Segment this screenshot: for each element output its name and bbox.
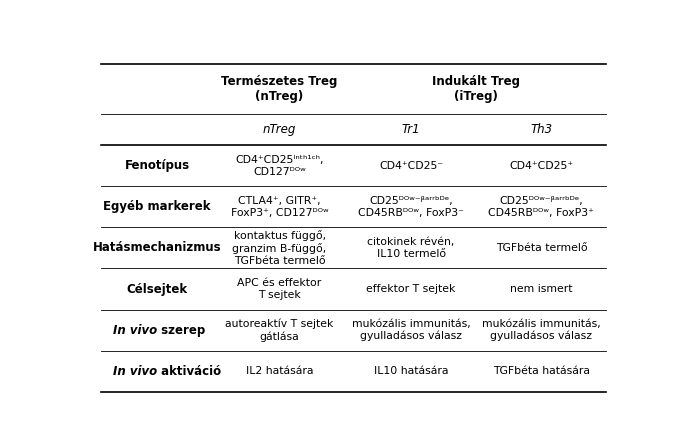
Text: CD4⁺CD25⁺: CD4⁺CD25⁺ [509,161,574,171]
Text: Egyéb markerek: Egyéb markerek [103,200,211,213]
Text: citokinek révén,
IL10 termelő: citokinek révén, IL10 termelő [367,237,455,259]
Text: Tr1: Tr1 [402,123,420,136]
Text: APC és effektor
T sejtek: APC és effektor T sejtek [238,278,322,300]
Text: CD4⁺CD25ᴵⁿᵗʰ¹ᶜʰ,
CD127ᴰᴼʷ: CD4⁺CD25ᴵⁿᵗʰ¹ᶜʰ, CD127ᴰᴼʷ [236,155,324,177]
Text: mukózális immunitás,
gyulladásos válasz: mukózális immunitás, gyulladásos válasz [352,319,471,341]
Text: Indukált Treg
(iTreg): Indukált Treg (iTreg) [432,75,519,103]
Text: mukózális immunitás,
gyulladásos válasz: mukózális immunitás, gyulladásos válasz [482,319,601,341]
Text: In vivo: In vivo [113,365,158,378]
Text: Célsejtek: Célsejtek [127,283,188,296]
Text: In vivo: In vivo [113,323,158,336]
Text: CD25ᴰᴼʷ⁻ᵝᵃʳʳᵇᴰᵉ,
CD45RBᴰᴼʷ, FoxP3⁻: CD25ᴰᴼʷ⁻ᵝᵃʳʳᵇᴰᵉ, CD45RBᴰᴼʷ, FoxP3⁻ [359,196,464,218]
Text: IL10 hatására: IL10 hatására [374,366,448,376]
Text: autoreaktív T sejtek
gátlása: autoreaktív T sejtek gátlása [225,319,334,341]
Text: Hatásmechanizmus: Hatásmechanizmus [93,241,221,254]
Text: effektor T sejtek: effektor T sejtek [367,284,456,294]
Text: nem ismert: nem ismert [510,284,572,294]
Text: kontaktus függő,
granzim B-függő,
TGFbéta termelő: kontaktus függő, granzim B-függő, TGFbét… [232,230,327,266]
Text: TGFbéta termelő: TGFbéta termelő [496,243,587,253]
Text: szerep: szerep [158,323,206,336]
Text: TGFbéta hatására: TGFbéta hatására [493,366,590,376]
Text: nTreg: nTreg [263,123,296,136]
Text: CTLA4⁺, GITR⁺,
FoxP3⁺, CD127ᴰᴼʷ: CTLA4⁺, GITR⁺, FoxP3⁺, CD127ᴰᴼʷ [231,196,329,218]
Text: IL2 hatására: IL2 hatására [246,366,313,376]
Text: aktiváció: aktiváció [158,365,221,378]
Text: CD4⁺CD25⁻: CD4⁺CD25⁻ [379,161,443,171]
Text: CD25ᴰᴼʷ⁻ᵝᵃʳʳᵇᴰᵉ,
CD45RBᴰᴼʷ, FoxP3⁺: CD25ᴰᴼʷ⁻ᵝᵃʳʳᵇᴰᵉ, CD45RBᴰᴼʷ, FoxP3⁺ [488,196,594,218]
Text: Fenotípus: Fenotípus [125,159,190,172]
Text: Th3: Th3 [530,123,553,136]
Text: Természetes Treg
(nTreg): Természetes Treg (nTreg) [221,75,337,103]
